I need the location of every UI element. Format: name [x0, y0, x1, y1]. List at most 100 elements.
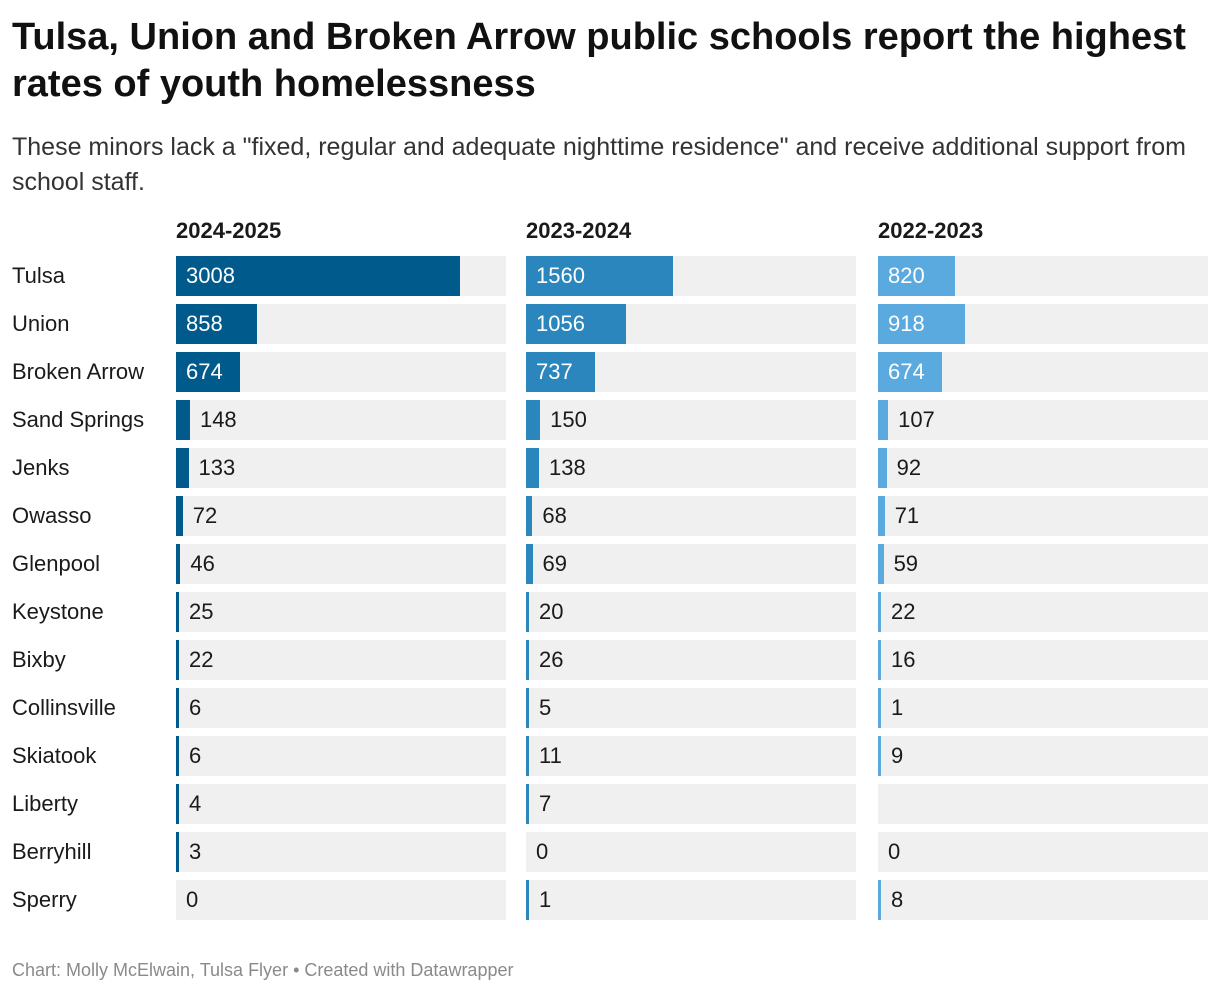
bar-track: 92	[878, 448, 1208, 488]
row-label-owasso: Owasso	[12, 503, 92, 528]
bar-track: 9	[878, 736, 1208, 776]
bar-track: 1	[878, 688, 1208, 728]
bar-track: 148	[176, 400, 506, 440]
bar-2022-2023-union	[878, 304, 965, 344]
bar-track: 6	[176, 736, 506, 776]
bar-track: 918	[878, 304, 1208, 344]
bar-2024-2025-jenks	[176, 448, 189, 488]
bar-2024-2025-owasso	[176, 496, 183, 536]
bar-2022-2023-owasso	[878, 496, 885, 536]
bar-2023-2024-tulsa	[526, 256, 674, 296]
bar-track: 0	[176, 880, 506, 920]
bar-track	[878, 784, 1208, 824]
chart-footer: Chart: Molly McElwain, Tulsa Flyer • Cre…	[12, 960, 514, 980]
bar-track: 0	[878, 832, 1208, 872]
row-label-keystone: Keystone	[12, 599, 104, 624]
bar-2024-2025-berryhill	[176, 832, 179, 872]
bar-2024-2025-skiatook	[176, 736, 179, 776]
bar-2022-2023-keystone	[878, 592, 881, 632]
value-label: 16	[891, 647, 916, 672]
value-label: 150	[550, 407, 587, 432]
value-label: 858	[186, 311, 223, 336]
row-label-berryhill: Berryhill	[12, 839, 92, 864]
bar-2022-2023-skiatook	[878, 736, 881, 776]
value-label: 22	[189, 647, 214, 672]
row-label-sperry: Sperry	[12, 887, 77, 912]
bar-2024-2025-union	[176, 304, 257, 344]
bar-2022-2023-broken-arrow	[878, 352, 942, 392]
value-label: 6	[189, 743, 202, 768]
value-label: 0	[186, 887, 199, 912]
bar-track: 25	[176, 592, 506, 632]
bar-track: 3008	[176, 256, 506, 296]
row-label-skiatook: Skiatook	[12, 743, 97, 768]
value-label: 46	[190, 551, 215, 576]
value-label: 3	[189, 839, 202, 864]
row-label-jenks: Jenks	[12, 455, 70, 480]
value-label: 69	[542, 551, 567, 576]
bar-track: 1560	[526, 256, 856, 296]
value-label: 4	[189, 791, 202, 816]
value-label: 72	[192, 503, 218, 528]
column-header-2022-2023: 2022-2023	[878, 218, 984, 243]
value-label: 674	[888, 359, 925, 384]
value-label: 1	[891, 695, 904, 720]
bar-track: 22	[176, 640, 506, 680]
bar-track: 0	[526, 832, 856, 872]
bar-2023-2024-keystone	[526, 592, 529, 632]
value-label: 0	[536, 839, 549, 864]
value-label: 1560	[536, 263, 585, 288]
bar-2024-2025-keystone	[176, 592, 179, 632]
bar-track: 737	[526, 352, 856, 392]
bar-track: 71	[878, 496, 1208, 536]
value-label: 918	[888, 311, 925, 336]
bar-track: 26	[526, 640, 856, 680]
bar-2022-2023-collinsville	[878, 688, 881, 728]
bar-track: 150	[526, 400, 856, 440]
bar-track: 59	[878, 544, 1208, 584]
bar-track: 8	[878, 880, 1208, 920]
bar-2023-2024-sperry	[526, 880, 529, 920]
value-label: 8	[891, 887, 904, 912]
bar-track: 820	[878, 256, 1208, 296]
bar-2022-2023-tulsa	[878, 256, 956, 296]
bar-track: 46	[176, 544, 506, 584]
value-label: 71	[894, 503, 920, 528]
value-label: 138	[549, 455, 586, 480]
bar-track: 6	[176, 688, 506, 728]
bar-2023-2024-liberty	[526, 784, 529, 824]
row-label-tulsa: Tulsa	[12, 263, 65, 288]
bar-track: 7	[526, 784, 856, 824]
bar-2023-2024-jenks	[526, 448, 539, 488]
column-header-2023-2024: 2023-2024	[526, 218, 632, 243]
bar-2024-2025-broken-arrow	[176, 352, 240, 392]
bar-2024-2025-liberty	[176, 784, 179, 824]
bar-track: 107	[878, 400, 1208, 440]
bar-track: 68	[526, 496, 856, 536]
bar-2024-2025-sand-springs	[176, 400, 190, 440]
value-label: 1	[539, 887, 552, 912]
bar-track: 20	[526, 592, 856, 632]
bar-track: 674	[878, 352, 1208, 392]
chart-title: Tulsa, Union and Broken Arrow public sch…	[12, 16, 1186, 105]
row-label-bixby: Bixby	[12, 647, 66, 672]
bar-2024-2025-collinsville	[176, 688, 179, 728]
value-label: 68	[542, 503, 567, 528]
chart-subtitle: These minors lack a "fixed, regular and …	[12, 133, 1186, 196]
row-label-collinsville: Collinsville	[12, 695, 116, 720]
bar-2022-2023-bixby	[878, 640, 881, 680]
value-label: 59	[893, 551, 919, 576]
bar-2023-2024-broken-arrow	[526, 352, 596, 392]
bar-track: 858	[176, 304, 506, 344]
bar-track: 674	[176, 352, 506, 392]
bar-track: 133	[176, 448, 506, 488]
bar-track: 72	[176, 496, 506, 536]
value-label: 737	[536, 359, 573, 384]
bar-track: 3	[176, 832, 506, 872]
bar-track: 4	[176, 784, 506, 824]
value-label: 7	[539, 791, 552, 816]
bar-2022-2023-sand-springs	[878, 400, 889, 440]
value-label: 3008	[186, 263, 235, 288]
bar-2023-2024-bixby	[526, 640, 529, 680]
value-label: 92	[896, 455, 922, 480]
